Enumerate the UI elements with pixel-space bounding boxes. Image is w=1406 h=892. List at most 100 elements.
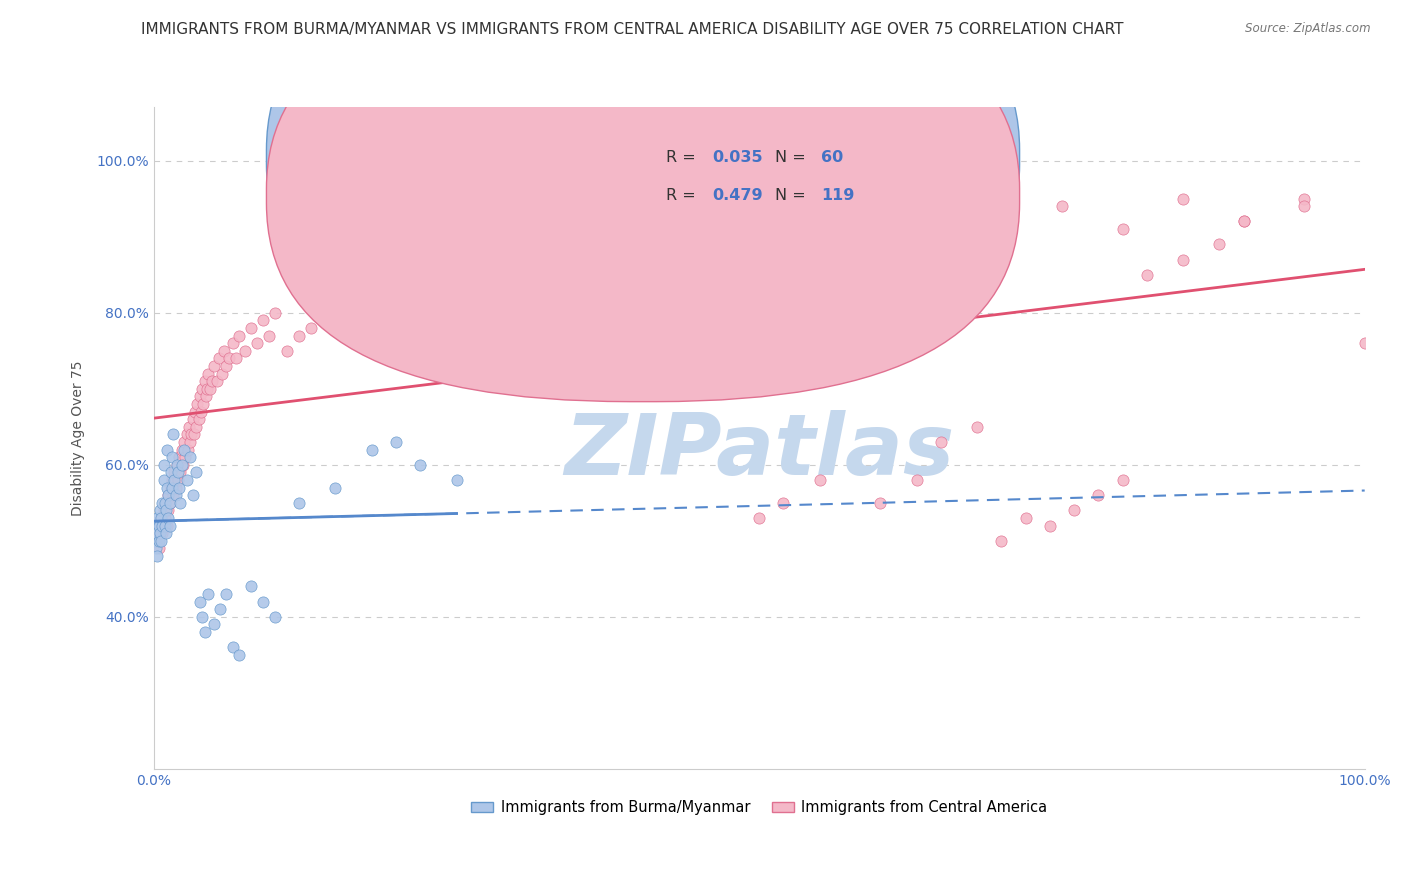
Point <box>186 397 208 411</box>
Point <box>169 496 191 510</box>
Point <box>184 404 207 418</box>
Point <box>146 526 169 541</box>
Point <box>150 511 173 525</box>
Point <box>156 518 179 533</box>
Point <box>929 207 952 221</box>
Point <box>188 389 211 403</box>
Point <box>409 268 432 282</box>
Point <box>373 276 395 290</box>
Point <box>1294 199 1316 213</box>
Point <box>821 222 844 236</box>
Point <box>160 450 183 465</box>
Point <box>288 496 311 510</box>
Point <box>1208 237 1230 252</box>
Point <box>724 237 747 252</box>
Point <box>146 549 169 563</box>
Legend: Immigrants from Burma/Myanmar, Immigrants from Central America: Immigrants from Burma/Myanmar, Immigrant… <box>465 795 1053 822</box>
Text: Source: ZipAtlas.com: Source: ZipAtlas.com <box>1246 22 1371 36</box>
Point <box>159 466 181 480</box>
Point <box>181 488 204 502</box>
Point <box>578 260 600 274</box>
Point <box>1294 192 1316 206</box>
Point <box>257 328 280 343</box>
Point <box>162 427 184 442</box>
Point <box>180 427 202 442</box>
Point <box>239 579 262 593</box>
Point <box>1354 336 1376 351</box>
Point <box>173 435 195 450</box>
Point <box>173 442 195 457</box>
Point <box>446 473 468 487</box>
Text: ZIPatlas: ZIPatlas <box>564 410 955 493</box>
Point <box>627 252 650 267</box>
Point <box>194 389 217 403</box>
Text: IMMIGRANTS FROM BURMA/MYANMAR VS IMMIGRANTS FROM CENTRAL AMERICA DISABILITY AGE : IMMIGRANTS FROM BURMA/MYANMAR VS IMMIGRA… <box>142 22 1123 37</box>
Point <box>748 511 770 525</box>
Point <box>177 442 200 457</box>
Point <box>966 419 988 434</box>
Point <box>169 466 191 480</box>
Point <box>152 503 174 517</box>
Point <box>157 488 180 502</box>
Point <box>651 268 673 282</box>
Point <box>145 526 167 541</box>
Text: 0.479: 0.479 <box>711 188 762 203</box>
Point <box>869 214 891 228</box>
Point <box>905 473 928 487</box>
Point <box>191 610 214 624</box>
Point <box>554 244 576 259</box>
Point <box>160 481 183 495</box>
Point <box>150 511 173 525</box>
Point <box>149 518 172 533</box>
Point <box>233 343 256 358</box>
Point <box>772 229 794 244</box>
Point <box>1087 488 1109 502</box>
Point <box>165 481 187 495</box>
Text: N =: N = <box>775 150 811 164</box>
Point <box>165 488 187 502</box>
Point <box>159 496 181 510</box>
Point <box>433 283 456 297</box>
Point <box>212 343 235 358</box>
Point <box>148 541 170 556</box>
Point <box>170 442 193 457</box>
Point <box>869 496 891 510</box>
Point <box>211 367 233 381</box>
Point <box>808 473 831 487</box>
Point <box>167 473 190 487</box>
Point <box>264 306 287 320</box>
Point <box>159 496 181 510</box>
Point <box>675 244 697 259</box>
Point <box>176 473 198 487</box>
Point <box>225 351 247 366</box>
Point <box>246 336 269 351</box>
Point <box>166 458 188 472</box>
Text: R =: R = <box>666 150 702 164</box>
Point <box>264 610 287 624</box>
Point <box>177 419 200 434</box>
Point <box>228 648 250 662</box>
Point <box>990 222 1012 236</box>
Point <box>1014 511 1036 525</box>
Point <box>148 533 170 548</box>
Point <box>193 397 215 411</box>
Point <box>188 595 211 609</box>
Point <box>152 458 174 472</box>
Point <box>197 367 219 381</box>
Point <box>159 481 181 495</box>
Point <box>159 518 181 533</box>
Point <box>157 511 180 525</box>
Point <box>1111 473 1133 487</box>
Point <box>796 244 818 259</box>
Point <box>157 503 180 517</box>
Point <box>1050 199 1073 213</box>
Point <box>221 336 243 351</box>
Point <box>312 306 335 320</box>
Point <box>156 481 179 495</box>
Point <box>183 427 205 442</box>
Point <box>170 458 193 472</box>
Point <box>1136 268 1159 282</box>
Point <box>194 625 217 640</box>
Text: 0.035: 0.035 <box>711 150 762 164</box>
Point <box>155 526 177 541</box>
